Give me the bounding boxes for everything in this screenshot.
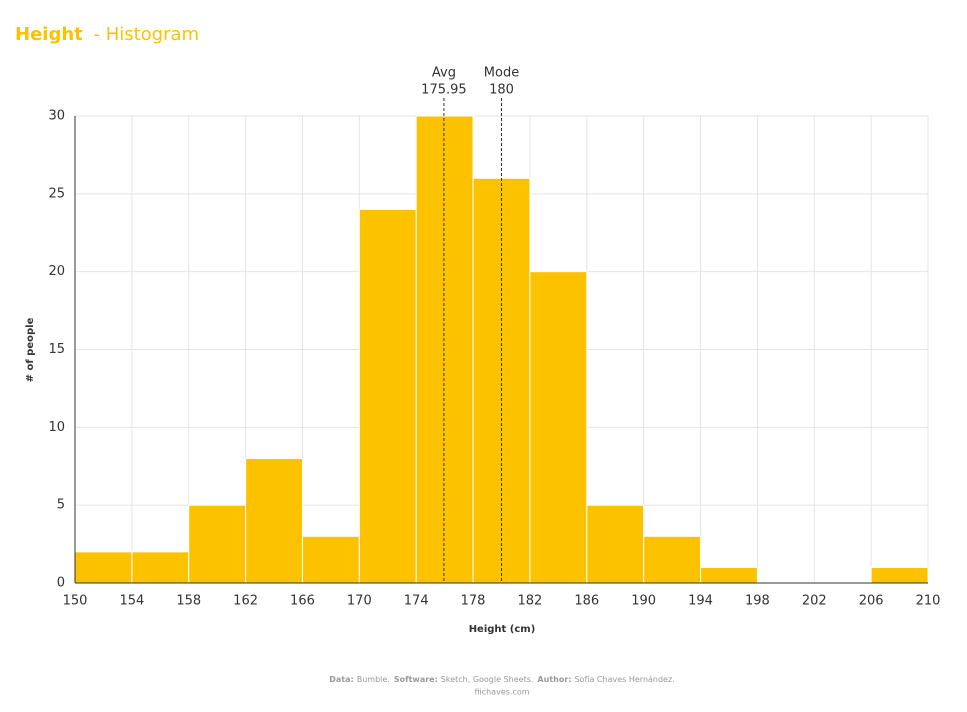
bar xyxy=(245,457,303,584)
x-axis-label: Height (cm) xyxy=(469,624,536,635)
x-tick-label: 166 xyxy=(290,594,315,609)
x-tick-label: 210 xyxy=(916,594,941,609)
x-tick-label: 178 xyxy=(461,594,486,609)
y-tick-label: 20 xyxy=(48,264,65,279)
y-tick-label: 5 xyxy=(57,498,65,513)
x-tick-label: 206 xyxy=(859,594,884,609)
x-tick-label: 198 xyxy=(745,594,770,609)
x-tick-label: 194 xyxy=(688,594,713,609)
bar xyxy=(358,208,417,584)
x-tick-label: 158 xyxy=(176,594,201,609)
y-tick-label: 25 xyxy=(48,186,65,201)
bar xyxy=(301,535,360,584)
y-tick-label: 15 xyxy=(48,342,65,357)
annotation-label: Mode xyxy=(484,66,519,81)
x-tick-label: 182 xyxy=(518,594,543,609)
credit-key: Software: xyxy=(394,675,438,684)
annotation-value: 175.95 xyxy=(421,83,467,98)
annotation-label: Avg xyxy=(432,66,456,81)
bar xyxy=(131,551,190,584)
credit-key: Author: xyxy=(537,675,571,684)
credit-value: Bumble. xyxy=(357,675,390,684)
y-tick-label: 10 xyxy=(48,420,65,435)
chart-subtitle: - Histogram xyxy=(93,24,199,45)
footer-url: fiichaves.com xyxy=(474,688,529,697)
x-tick-label: 174 xyxy=(404,594,429,609)
bar xyxy=(700,566,758,584)
y-tick-label: 0 xyxy=(57,576,65,591)
annotation-value: 180 xyxy=(489,83,514,98)
bar xyxy=(415,115,474,584)
x-tick-label: 190 xyxy=(631,594,656,609)
y-axis-label: # of people xyxy=(25,317,36,382)
chart-title-line: Height - Histogram xyxy=(15,24,199,45)
footer-credits: Data: Bumble. Software: Sketch, Google Shee… xyxy=(329,675,674,684)
credit-value: Sofía Chaves Hernández. xyxy=(574,675,674,684)
bar xyxy=(188,504,247,584)
y-tick-label: 30 xyxy=(48,109,65,124)
chart-title: Height xyxy=(15,24,83,45)
x-tick-label: 202 xyxy=(802,594,827,609)
x-tick-label: 162 xyxy=(233,594,258,609)
x-tick-label: 150 xyxy=(63,594,88,609)
bar xyxy=(643,535,702,584)
credit-key: Data: xyxy=(329,675,353,684)
bar xyxy=(870,566,929,584)
credit-value: Sketch, Google Sheets. xyxy=(441,675,534,684)
x-tick-label: 186 xyxy=(574,594,599,609)
bar xyxy=(529,271,588,584)
x-tick-label: 154 xyxy=(119,594,144,609)
bar xyxy=(586,504,645,584)
bar xyxy=(74,551,133,584)
x-tick-label: 170 xyxy=(347,594,372,609)
